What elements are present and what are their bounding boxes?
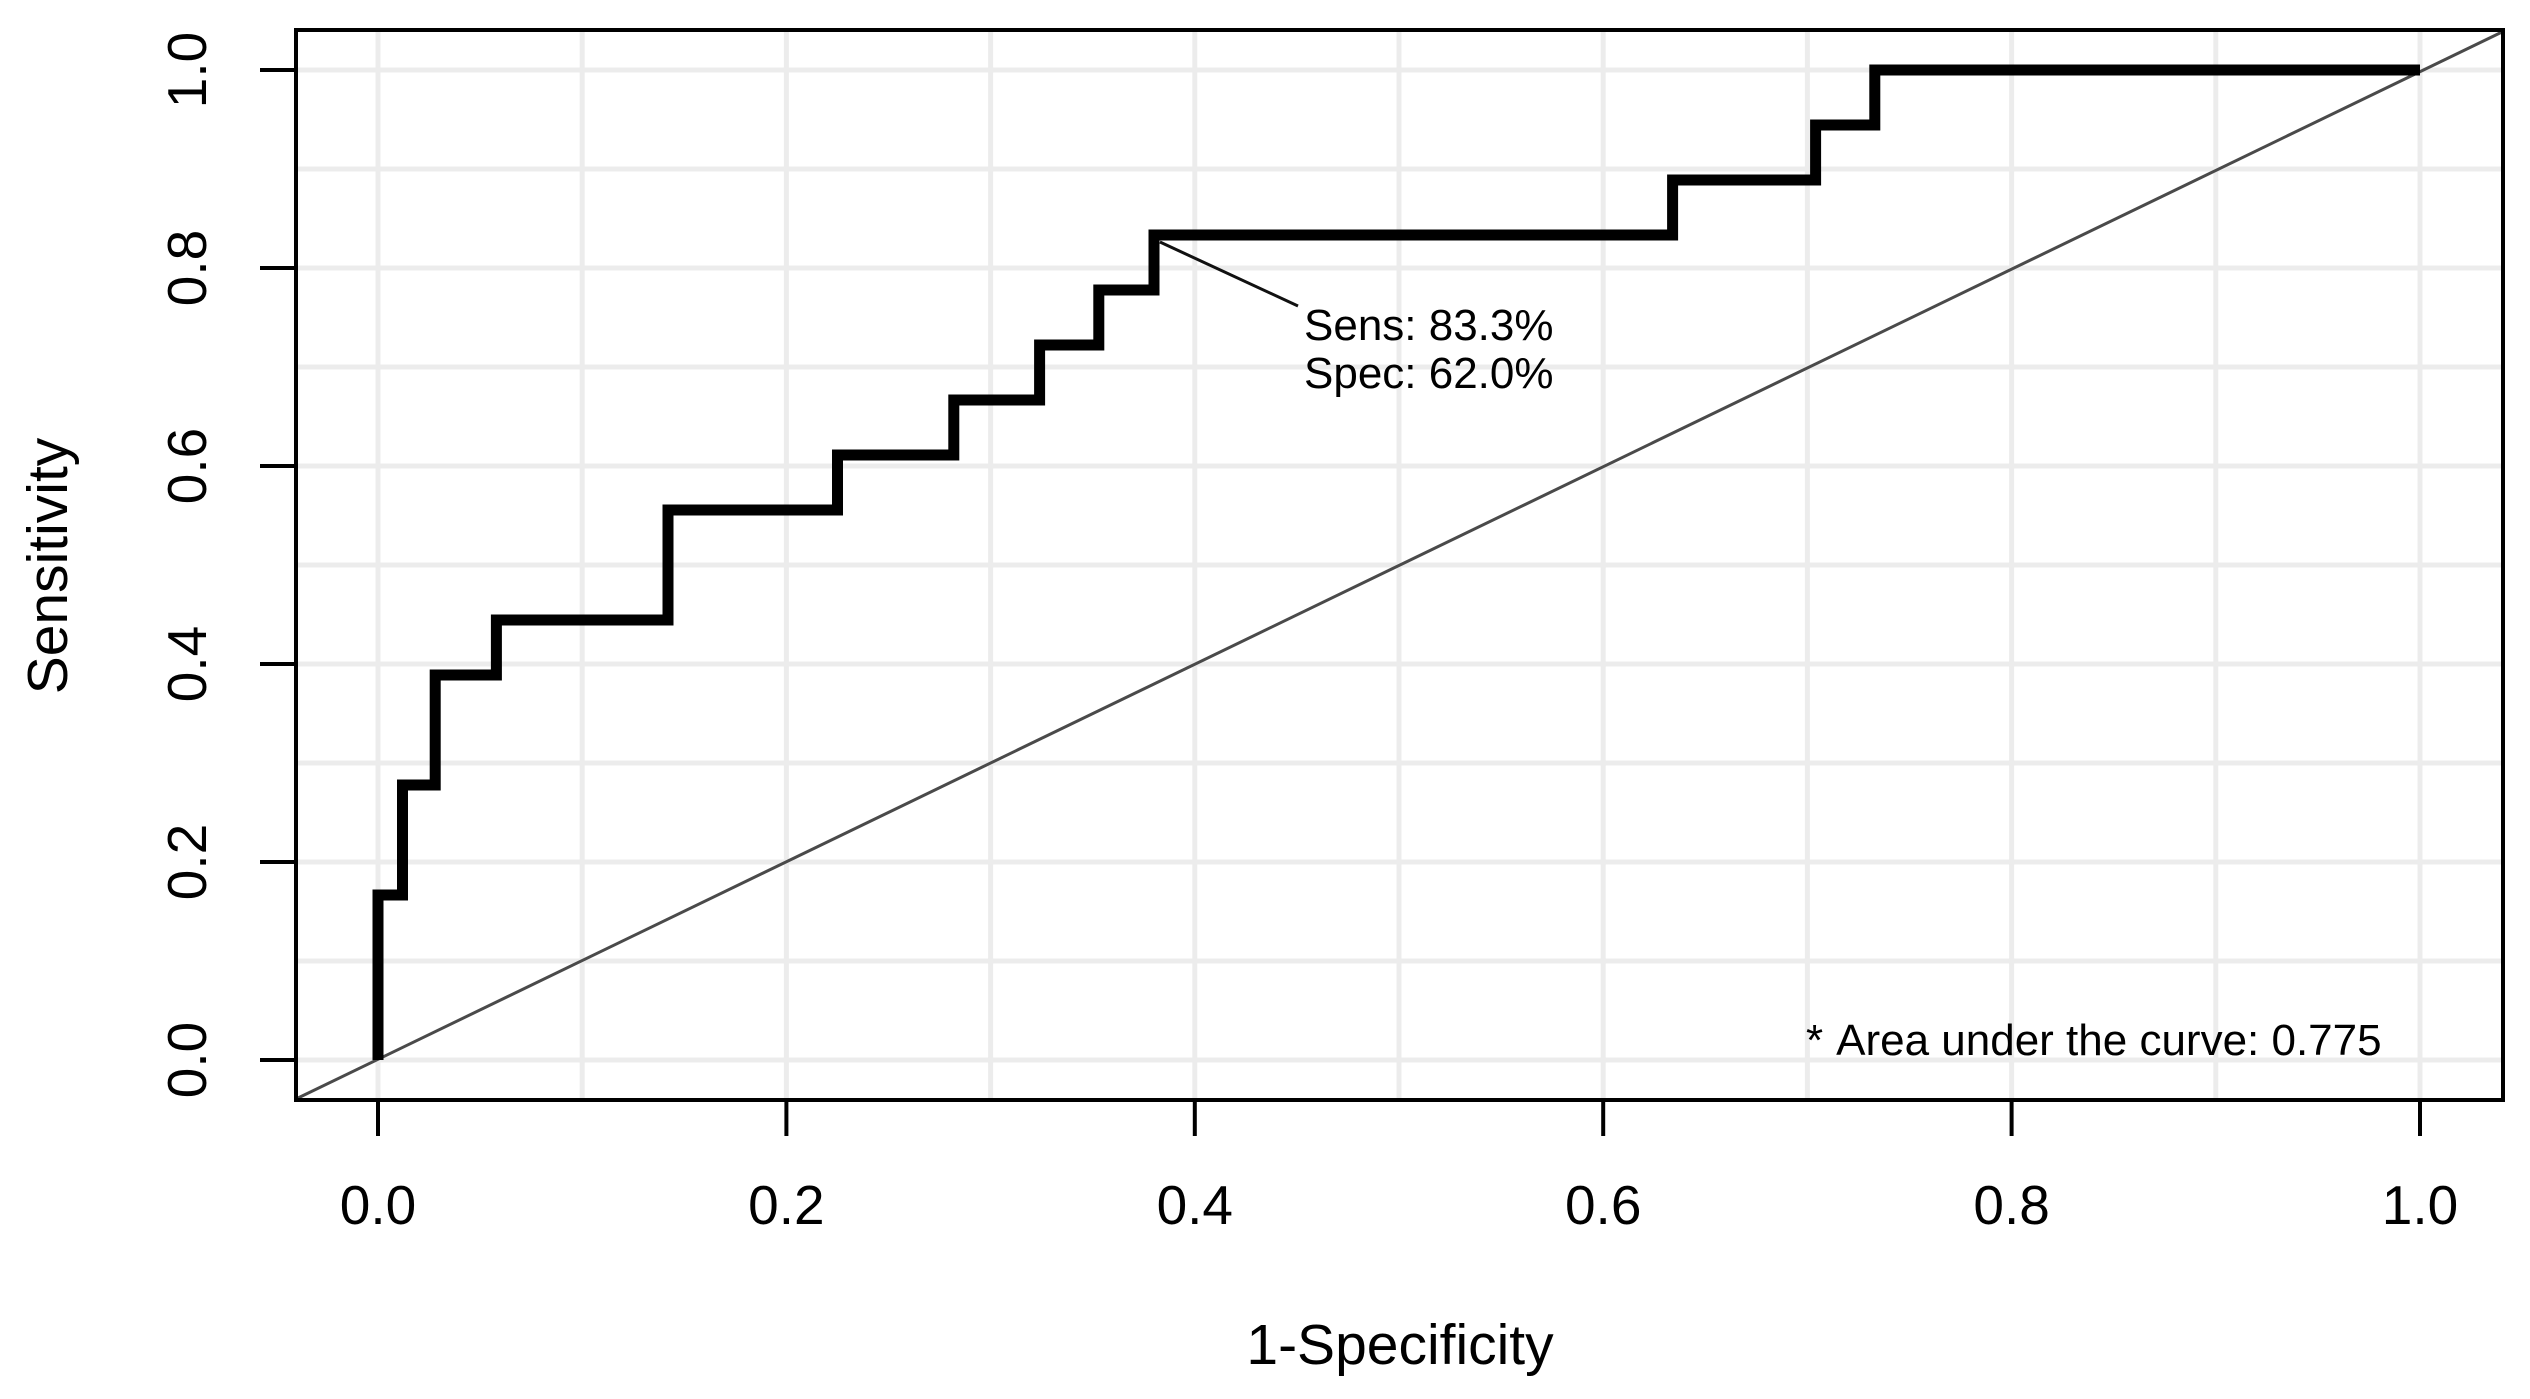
x-tick-label: 0.6 [1564,1174,1642,1236]
annotation-spec-line: Spec: 62.0% [1304,349,1554,398]
y-tick-label: 0.4 [156,625,218,703]
chance-diagonal [297,30,2503,1100]
x-tick-label: 0.8 [1973,1174,2050,1236]
y-tick-label: 0.2 [156,823,218,901]
roc-curve [372,64,2420,1060]
y-tick-label: 0.8 [156,229,218,307]
chance-diagonal-line [297,30,2503,1100]
x-tick-label: 0.4 [1156,1174,1234,1236]
annotation-leader-line [1159,240,1299,308]
plot-box [294,28,2505,1102]
plot-box-border [294,28,2505,1102]
x-tick-label: 1.0 [2381,1174,2459,1236]
x-axis-title: 1-Specificity [1246,1313,1554,1377]
annotation-sens-line: Sens: 83.3% [1304,301,1554,350]
y-tick-label: 1.0 [156,31,218,109]
y-tick-label: 0.6 [156,427,218,505]
y-tick-label: 0.0 [156,1021,218,1099]
annotation-leader [1159,240,1299,308]
threshold-annotation: Sens: 83.3% Spec: 62.0% [1304,302,1554,398]
x-tick-label: 0.0 [339,1174,417,1236]
auc-note-label: Area under the curve: 0.775 [1836,1016,2382,1065]
axis-ticks [260,68,2422,1136]
roc-curve-line [372,64,2420,1060]
x-tick-label: 0.2 [748,1174,825,1236]
asterisk-marker: * [1806,1016,1824,1065]
y-axis-title: Sensitivity [16,437,80,695]
auc-note: * Area under the curve: 0.775 [1806,1016,2382,1066]
